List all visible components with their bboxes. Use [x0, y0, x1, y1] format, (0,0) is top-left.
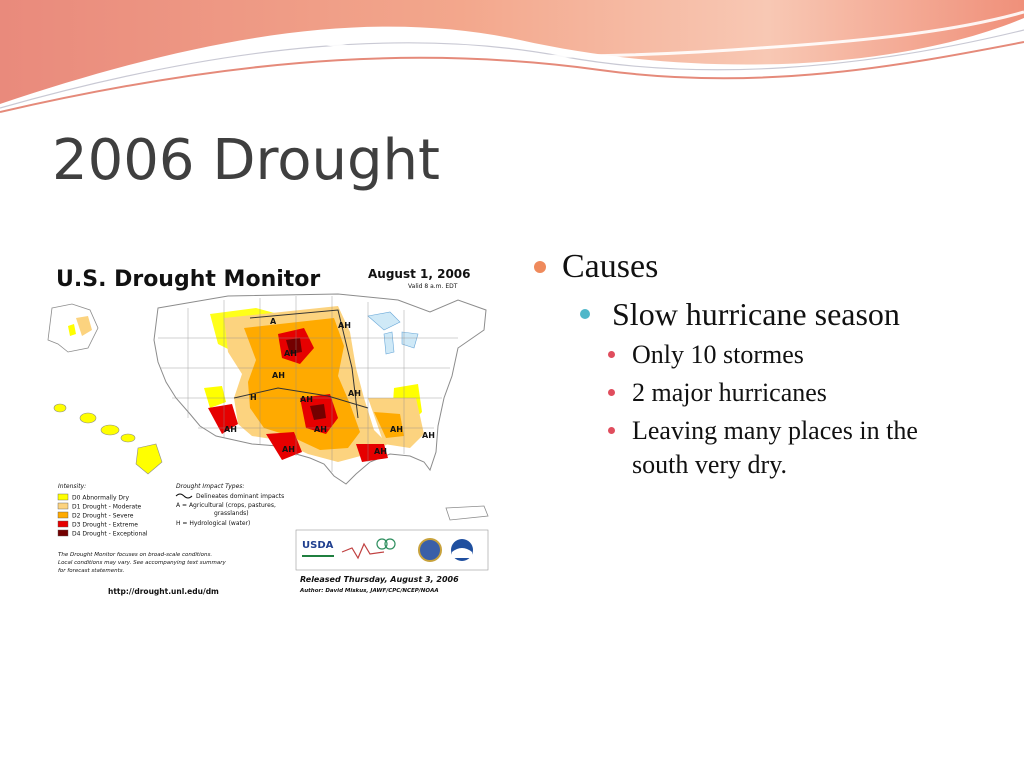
legend-swatch: [57, 493, 69, 501]
region-label: AH: [374, 447, 387, 456]
legend-swatch: [57, 502, 69, 510]
region-label: AH: [272, 371, 285, 380]
legend-impact-title: Drought Impact Types:: [176, 483, 244, 490]
map-date: August 1, 2006: [368, 267, 471, 281]
legend-swatch: [57, 511, 69, 519]
bullet-level-2: Slow hurricane season: [572, 294, 1002, 334]
region-label: AH: [338, 321, 351, 330]
legend-intensity-title: Intensity:: [58, 483, 86, 490]
map-note-3: for forecast statements.: [58, 568, 125, 574]
bullet-dot-icon: [608, 351, 615, 358]
usda-logo: USDA: [302, 540, 334, 551]
bullet-dot-icon: [580, 309, 590, 319]
intensity-legend: D0 Abnormally Dry D1 Drought - Moderate D2…: [57, 493, 148, 538]
legend-label: D0 Abnormally Dry: [72, 495, 129, 502]
map-note-1: The Drought Monitor focuses on broad-sca…: [58, 552, 212, 558]
impact-line-4: H = Hydrological (water): [176, 520, 250, 527]
bullet-list: Causes Slow hurricane season Only 10 sto…: [532, 246, 1002, 482]
legend-swatch: [57, 529, 69, 537]
legend-label: D4 Drought - Exceptional: [72, 531, 148, 538]
bullet-level-1: Causes: [532, 246, 1002, 288]
impact-line-3: grasslands): [214, 510, 249, 517]
bullet-text: 2 major hurricanes: [632, 378, 827, 407]
doc-seal-icon: [418, 538, 442, 562]
bullet-dot-icon: [534, 261, 546, 273]
bullet-dot-icon: [608, 389, 615, 396]
map-note-2: Local conditions may vary. See accompany…: [58, 560, 226, 566]
map-author: Author: David Miskus, JAWF/CPC/NCEP/NOAA: [299, 588, 439, 594]
map-url: http://drought.unl.edu/dm: [108, 587, 219, 596]
legend-label: D1 Drought - Moderate: [72, 504, 142, 511]
region-label: AH: [348, 389, 361, 398]
bullet-text: Slow hurricane season: [612, 296, 900, 332]
drought-monitor-map: U.S. Drought Monitor August 1, 2006 Vali…: [38, 248, 506, 602]
map-heading: U.S. Drought Monitor: [56, 267, 320, 292]
bullet-text: Leaving many places in the south very dr…: [632, 416, 918, 479]
bullet-level-3: 2 major hurricanes: [606, 376, 932, 410]
bullet-text: Causes: [562, 248, 659, 285]
impact-line-2: A = Agricultural (crops, pastures,: [176, 502, 276, 509]
bullet-dot-icon: [608, 427, 615, 434]
ndmc-logo-icon: [341, 542, 385, 560]
region-label: AH: [300, 395, 313, 404]
region-label: AH: [282, 445, 295, 454]
header-wave-decoration: [0, 0, 1024, 113]
legend-label: D2 Drought - Severe: [72, 513, 134, 520]
region-label: A: [270, 317, 277, 326]
slide-title: 2006 Drought: [52, 128, 440, 193]
region-label: AH: [422, 431, 435, 440]
impact-line-1: Delineates dominant impacts: [196, 493, 284, 500]
region-label: AH: [314, 425, 327, 434]
bullet-level-3: Leaving many places in the south very dr…: [606, 414, 932, 482]
legend-swatch: [57, 520, 69, 528]
region-label: H: [250, 393, 257, 402]
legend-label: D3 Drought - Extreme: [72, 522, 138, 529]
bullet-text: Only 10 stormes: [632, 340, 804, 369]
map-valid-time: Valid 8 a.m. EDT: [408, 283, 458, 290]
map-released: Released Thursday, August 3, 2006: [300, 575, 459, 584]
region-label: AH: [284, 349, 297, 358]
bullet-level-3: Only 10 stormes: [606, 338, 932, 372]
region-label: AH: [224, 425, 237, 434]
region-label: AH: [390, 425, 403, 434]
